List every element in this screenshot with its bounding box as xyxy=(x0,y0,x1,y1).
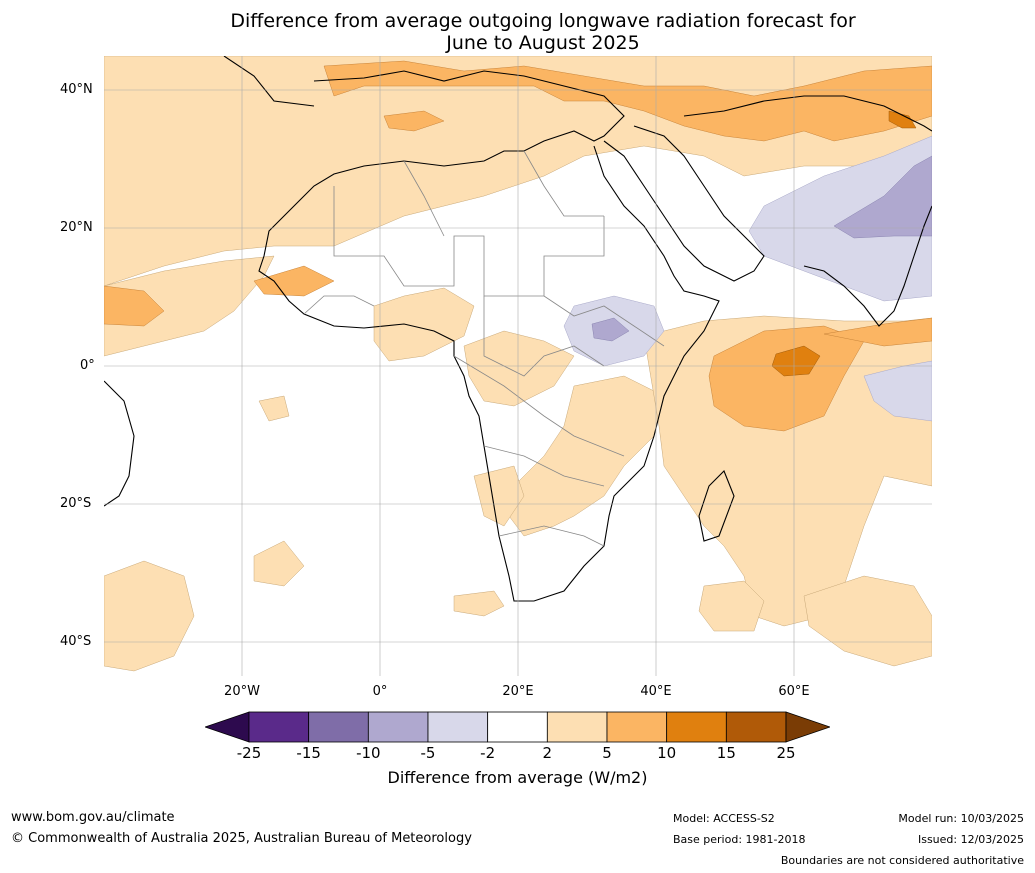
title-line-2: June to August 2025 xyxy=(446,32,640,54)
anomaly-medium-orange xyxy=(104,60,932,432)
footer-website: www.bom.gov.au/climate xyxy=(11,810,175,825)
lat-label-20s: 20°S xyxy=(60,496,92,511)
colorbar-tick-label: 10 xyxy=(657,744,677,762)
anomaly-dark-orange xyxy=(771,110,917,377)
lon-label-40e: 40°E xyxy=(640,684,672,699)
colorbar-segment xyxy=(606,711,668,743)
map-svg xyxy=(104,56,932,676)
lat-label-20n: 20°N xyxy=(60,220,93,235)
colorbar-tick-label: 2 xyxy=(542,744,553,762)
colorbar-segment xyxy=(546,711,608,743)
colorbar-tick-label: -5 xyxy=(420,744,436,762)
lon-label-20w: 20°W xyxy=(224,684,260,699)
graticule xyxy=(104,56,932,676)
coastlines xyxy=(104,56,932,602)
chart-title: Difference from average outgoing longwav… xyxy=(0,10,1035,54)
footer-copyright: © Commonwealth of Australia 2025, Austra… xyxy=(11,831,472,846)
colorbar xyxy=(205,711,830,743)
map-panel xyxy=(104,56,932,676)
colorbar-segment xyxy=(666,711,727,743)
country-borders xyxy=(303,150,665,547)
footer-model-run: Model run: 10/03/2025 xyxy=(898,812,1024,825)
lat-label-0: 0° xyxy=(80,358,95,373)
colorbar-extend-low xyxy=(205,711,250,743)
colorbar-tick-label: 15 xyxy=(716,744,736,762)
anomaly-medium-purple xyxy=(591,155,932,342)
colorbar-segment xyxy=(248,711,310,743)
lat-label-40n: 40°N xyxy=(60,82,93,97)
colorbar-tick-label: 5 xyxy=(602,744,612,762)
colorbar-title: Difference from average (W/m2) xyxy=(387,768,648,787)
colorbar-tick-label: -15 xyxy=(296,744,321,762)
footer-base-period: Base period: 1981-2018 xyxy=(673,833,806,846)
colorbar-tick-label: -10 xyxy=(356,744,381,762)
colorbar-tick-label: -25 xyxy=(236,744,262,762)
lon-label-60e: 60°E xyxy=(778,684,810,699)
colorbar-segment xyxy=(487,711,548,743)
lon-label-20e: 20°E xyxy=(502,684,534,699)
colorbar-segment xyxy=(725,711,787,743)
lon-label-0: 0° xyxy=(372,684,388,699)
lat-label-40s: 40°S xyxy=(60,634,92,649)
footer-model: Model: ACCESS-S2 xyxy=(673,812,775,825)
footer-issued: Issued: 12/03/2025 xyxy=(917,833,1024,846)
colorbar-extend-high xyxy=(785,711,830,743)
colorbar-tick-label: -2 xyxy=(480,744,496,762)
footer-disclaimer: Boundaries are not considered authoritat… xyxy=(780,854,1024,867)
colorbar-tick-label: 25 xyxy=(776,744,796,762)
colorbar-segment xyxy=(427,711,489,743)
colorbar-segment xyxy=(367,711,429,743)
colorbar-segment xyxy=(308,711,369,743)
anomaly-light-purple xyxy=(563,135,932,422)
title-line-1: Difference from average outgoing longwav… xyxy=(230,10,856,32)
